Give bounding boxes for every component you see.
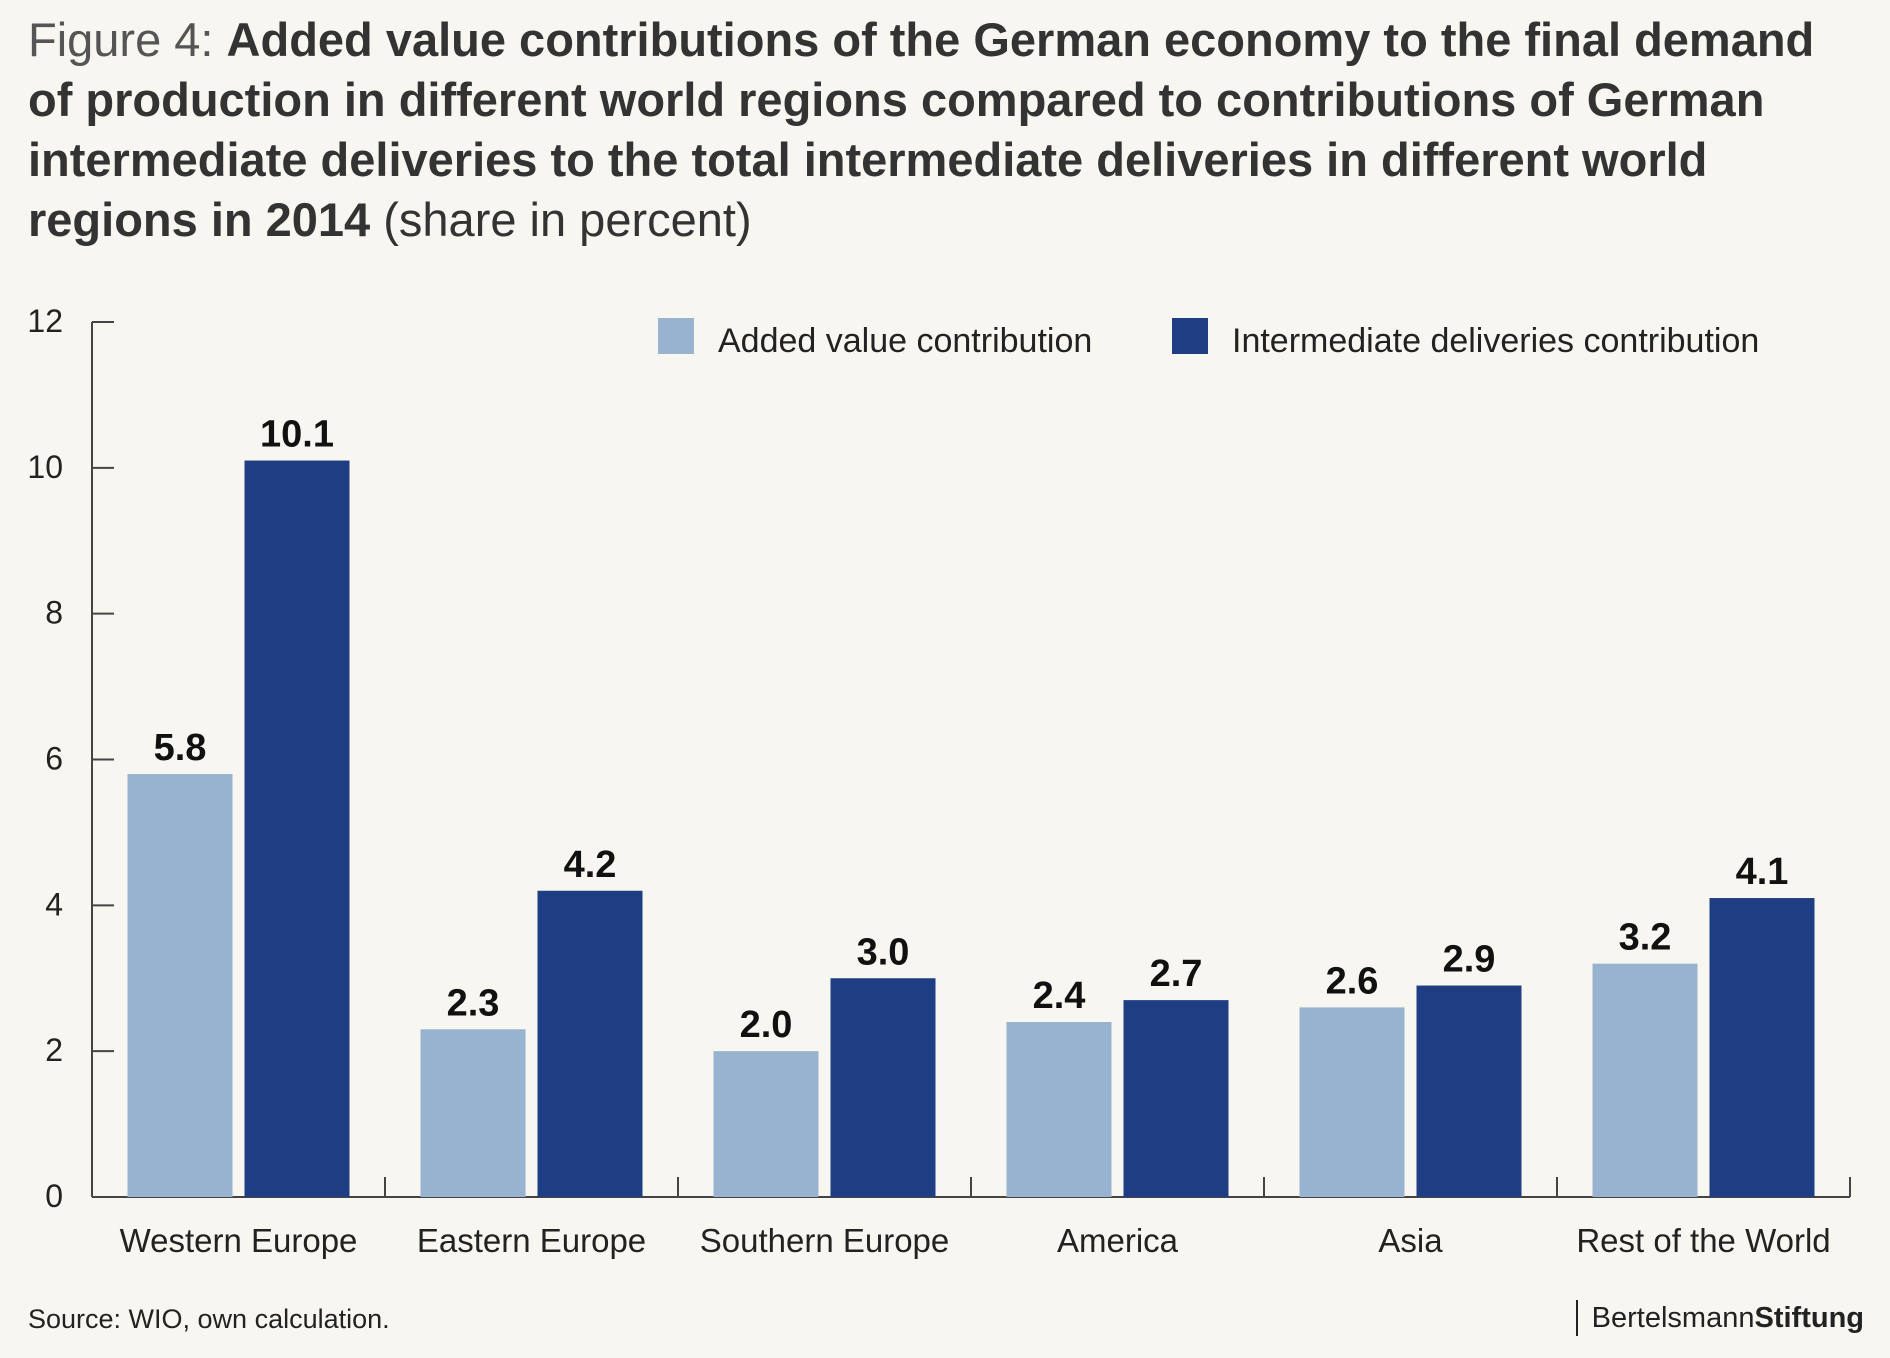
x-tick-label: Southern Europe xyxy=(700,1222,950,1259)
bar-added-value-contribution-america xyxy=(1006,1022,1112,1197)
data-label: 2.7 xyxy=(1150,953,1203,995)
x-tick-label: Western Europe xyxy=(120,1222,358,1259)
data-label: 5.8 xyxy=(154,727,207,769)
legend-label: Intermediate deliveries contribution xyxy=(1232,322,1759,360)
y-tick-label: 0 xyxy=(45,1178,63,1214)
bar-added-value-contribution-western-europe xyxy=(127,774,233,1197)
figure-label: Figure 4: xyxy=(28,13,227,66)
x-tick-label: Rest of the World xyxy=(1576,1222,1830,1259)
data-label: 2.0 xyxy=(740,1004,793,1046)
data-label: 3.2 xyxy=(1619,917,1672,959)
brand-logo: BertelsmannStiftung xyxy=(1575,1300,1864,1336)
data-label: 2.4 xyxy=(1033,975,1086,1017)
title-main: Added value contributions of the German … xyxy=(28,13,1815,246)
data-label: 10.1 xyxy=(260,414,334,456)
y-tick-label: 2 xyxy=(45,1032,63,1068)
bar-intermediate-deliveries-contribution-asia xyxy=(1416,985,1522,1197)
bar-added-value-contribution-asia xyxy=(1299,1007,1405,1197)
y-tick-label: 8 xyxy=(45,595,63,631)
bar-added-value-contribution-southern-europe xyxy=(713,1051,819,1197)
bar-intermediate-deliveries-contribution-rest-of-the-world xyxy=(1709,898,1815,1197)
x-tick-label: Eastern Europe xyxy=(417,1222,646,1259)
y-tick-label: 10 xyxy=(27,449,63,485)
source-note: Source: WIO, own calculation. xyxy=(28,1304,390,1334)
bar-intermediate-deliveries-contribution-eastern-europe xyxy=(537,890,643,1197)
data-label: 3.0 xyxy=(857,931,910,973)
data-label: 2.3 xyxy=(447,982,500,1024)
data-label: 2.9 xyxy=(1443,939,1496,981)
x-tick-label: America xyxy=(1057,1222,1179,1259)
brand-name-part1: Bertelsmann xyxy=(1591,1302,1755,1334)
title-unit: (share in percent) xyxy=(370,193,752,246)
bar-chart: 0 2 4 6 8 10 12 5.8 10.1 Western Europe 2.3 4.2 East… xyxy=(27,303,1851,1259)
data-label: 4.2 xyxy=(564,844,617,886)
y-tick-label: 4 xyxy=(45,886,63,922)
bar-intermediate-deliveries-contribution-america xyxy=(1123,1000,1229,1197)
x-tick-label: Asia xyxy=(1378,1222,1443,1259)
legend-label: Added value contribution xyxy=(718,322,1092,360)
bar-added-value-contribution-eastern-europe xyxy=(420,1029,526,1197)
legend-swatch-added-value-contribution xyxy=(658,318,694,354)
brand-name-part2: Stiftung xyxy=(1754,1302,1864,1334)
legend-swatch-intermediate-deliveries-contribution xyxy=(1172,318,1208,354)
y-tick-label: 6 xyxy=(45,741,63,777)
bar-intermediate-deliveries-contribution-western-europe xyxy=(244,460,350,1198)
data-label: 4.1 xyxy=(1736,851,1789,893)
y-tick-label: 12 xyxy=(27,303,63,339)
bar-intermediate-deliveries-contribution-southern-europe xyxy=(830,978,936,1197)
bar-added-value-contribution-rest-of-the-world xyxy=(1592,963,1698,1197)
data-label: 2.6 xyxy=(1326,960,1379,1002)
chart-title: Figure 4: Added value contributions of t… xyxy=(28,10,1868,250)
